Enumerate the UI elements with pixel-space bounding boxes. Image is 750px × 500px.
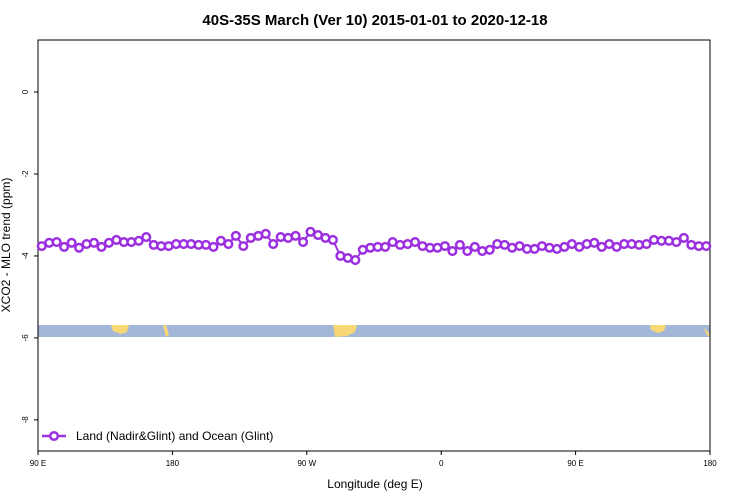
point xyxy=(141,232,152,243)
point xyxy=(462,245,473,257)
point xyxy=(589,237,600,248)
y-tick-label: -6 xyxy=(21,334,30,342)
legend-marker xyxy=(48,430,60,442)
x-tick-label: 0 xyxy=(439,459,444,468)
x-tick-label: 180 xyxy=(703,459,717,468)
y-tick-label: -8 xyxy=(21,416,30,424)
point xyxy=(350,254,361,266)
point xyxy=(268,239,279,250)
point xyxy=(223,239,234,250)
point xyxy=(327,234,338,246)
x-axis-label: Longitude (deg E) xyxy=(327,477,422,491)
x-tick-label: 90 E xyxy=(30,459,46,468)
chart-title: 40S-35S March (Ver 10) 2015-01-01 to 202… xyxy=(202,12,547,29)
point xyxy=(59,241,70,252)
y-tick-label: -2 xyxy=(21,170,30,178)
point xyxy=(671,236,682,248)
y-tick-label: -4 xyxy=(21,252,30,260)
point xyxy=(238,241,249,252)
map-strip xyxy=(38,325,710,337)
point xyxy=(469,241,480,252)
point xyxy=(51,236,62,248)
point xyxy=(96,241,107,252)
point xyxy=(678,232,689,243)
point xyxy=(484,244,495,255)
x-tick-label: 180 xyxy=(166,459,180,468)
point xyxy=(410,236,421,248)
point xyxy=(133,235,144,246)
point xyxy=(260,228,271,239)
point xyxy=(447,245,458,257)
point xyxy=(230,230,241,241)
point xyxy=(66,237,77,248)
point xyxy=(298,236,309,248)
legend-label: Land (Nadir&Glint) and Ocean (Glint) xyxy=(76,429,273,443)
point xyxy=(290,230,301,241)
x-tick-label: 90 W xyxy=(297,459,316,468)
point xyxy=(454,239,465,250)
point xyxy=(439,241,450,252)
y-axis-label: XCO2 - MLO trend (ppm) xyxy=(0,178,13,313)
point xyxy=(641,239,652,250)
point xyxy=(74,242,85,253)
point xyxy=(208,241,219,252)
y-tick-label: 0 xyxy=(21,89,30,94)
point xyxy=(88,237,100,248)
x-tick-label: 90 E xyxy=(567,459,583,468)
point xyxy=(380,241,391,252)
point xyxy=(701,241,712,252)
